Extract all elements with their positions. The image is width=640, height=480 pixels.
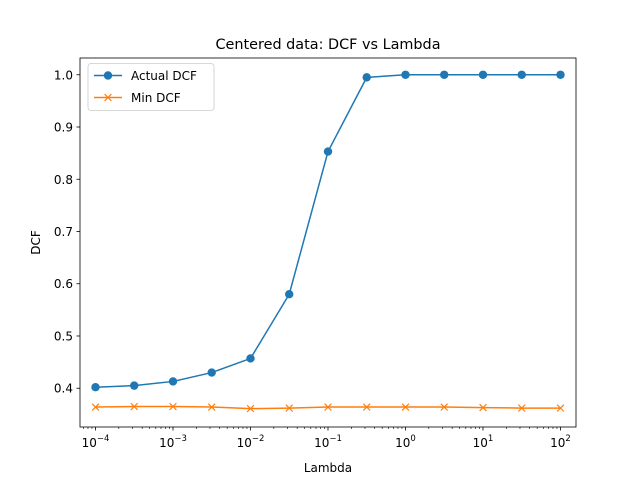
x-marker-stroke xyxy=(479,403,487,412)
data-point-min-dcf xyxy=(556,404,565,412)
data-point-actual-dcf xyxy=(323,147,333,156)
x-tick-label: 102 xyxy=(550,434,571,450)
x-marker-stroke xyxy=(169,402,177,411)
data-point-actual-dcf xyxy=(362,73,371,82)
x-tick-label-base: 10 xyxy=(159,436,174,450)
x-marker-stroke xyxy=(285,404,294,412)
chart-title: Centered data: DCF vs Lambda xyxy=(215,37,440,53)
x-tick-label-exponent: −2 xyxy=(252,434,265,444)
data-point-actual-dcf xyxy=(207,368,216,377)
legend-label-min-dcf: Min DCF xyxy=(131,91,181,105)
x-marker-stroke xyxy=(440,403,449,411)
x-tick-label-exponent: 1 xyxy=(488,434,493,444)
data-point-actual-dcf xyxy=(401,70,410,79)
data-point-min-dcf xyxy=(91,403,100,411)
data-point-min-dcf xyxy=(285,404,294,412)
data-point-actual-dcf xyxy=(91,382,100,392)
x-marker-stroke xyxy=(246,404,255,413)
data-point-min-dcf xyxy=(479,403,487,412)
x-tick-label: 100 xyxy=(395,434,416,450)
data-point-min-dcf xyxy=(440,403,449,411)
x-marker-stroke xyxy=(401,403,410,411)
legend-marker-min-dcf xyxy=(104,93,112,102)
data-point-min-dcf xyxy=(324,403,332,411)
data-point-actual-dcf xyxy=(556,70,565,79)
x-tick-label-base: 10 xyxy=(237,436,252,450)
data-point-actual-dcf xyxy=(440,70,449,79)
y-tick-label: 0.5 xyxy=(54,329,73,343)
x-tick-label-base: 10 xyxy=(82,436,97,450)
plot-marks xyxy=(91,70,565,413)
y-tick-label: 0.4 xyxy=(54,382,73,396)
data-point-actual-dcf xyxy=(168,377,178,386)
x-marker-stroke xyxy=(130,402,139,411)
x-tick-label-base: 10 xyxy=(395,436,410,450)
data-point-actual-dcf xyxy=(478,70,488,79)
y-tick-label: 0.6 xyxy=(54,277,73,291)
x-axis-label: Lambda xyxy=(304,461,352,475)
data-point-actual-dcf xyxy=(246,354,255,363)
legend-marker-actual-dcf xyxy=(103,71,113,80)
x-tick-label: 10−2 xyxy=(237,434,265,450)
y-tick-label: 1.0 xyxy=(54,68,73,82)
x-tick-label-exponent: 0 xyxy=(410,434,415,444)
x-marker-stroke xyxy=(91,403,100,411)
x-tick-label-exponent: −1 xyxy=(329,434,342,444)
x-marker-stroke xyxy=(207,403,216,411)
data-point-actual-dcf xyxy=(130,381,139,390)
y-axis-label: DCF xyxy=(29,230,43,255)
data-point-min-dcf xyxy=(401,403,410,411)
data-point-min-dcf xyxy=(207,403,216,411)
x-tick-label: 101 xyxy=(473,434,494,450)
x-marker-stroke xyxy=(104,93,112,102)
x-tick-label-base: 10 xyxy=(314,436,329,450)
x-tick-label-base: 10 xyxy=(473,436,488,450)
x-tick-label-base: 10 xyxy=(550,436,565,450)
x-tick-label: 10−3 xyxy=(159,434,187,450)
x-tick-label-exponent: −4 xyxy=(97,434,110,444)
data-point-min-dcf xyxy=(246,404,255,413)
x-marker-stroke xyxy=(556,404,565,412)
x-tick-label-exponent: 2 xyxy=(565,434,570,444)
legend-label-actual-dcf: Actual DCF xyxy=(131,69,197,83)
y-tick-label: 0.9 xyxy=(54,121,73,135)
legend: Actual DCF Min DCF xyxy=(87,63,215,111)
y-tick-label: 0.8 xyxy=(54,173,73,187)
x-marker-stroke xyxy=(324,403,332,411)
x-marker-stroke xyxy=(362,403,371,411)
data-point-actual-dcf xyxy=(285,289,294,299)
data-point-min-dcf xyxy=(130,402,139,411)
data-point-min-dcf xyxy=(517,404,526,412)
x-tick-label: 10−1 xyxy=(314,434,342,450)
x-marker-stroke xyxy=(517,404,526,412)
axes: 10−4 10−3 10−2 10−1 100 101 1020.40.50.60.70.8… xyxy=(54,68,571,450)
x-tick-label-exponent: −3 xyxy=(174,434,187,444)
y-tick-label: 0.7 xyxy=(54,225,73,239)
data-point-actual-dcf xyxy=(517,70,526,79)
data-point-min-dcf xyxy=(362,403,371,411)
data-point-min-dcf xyxy=(169,402,177,411)
x-tick-label: 10−4 xyxy=(82,434,110,450)
